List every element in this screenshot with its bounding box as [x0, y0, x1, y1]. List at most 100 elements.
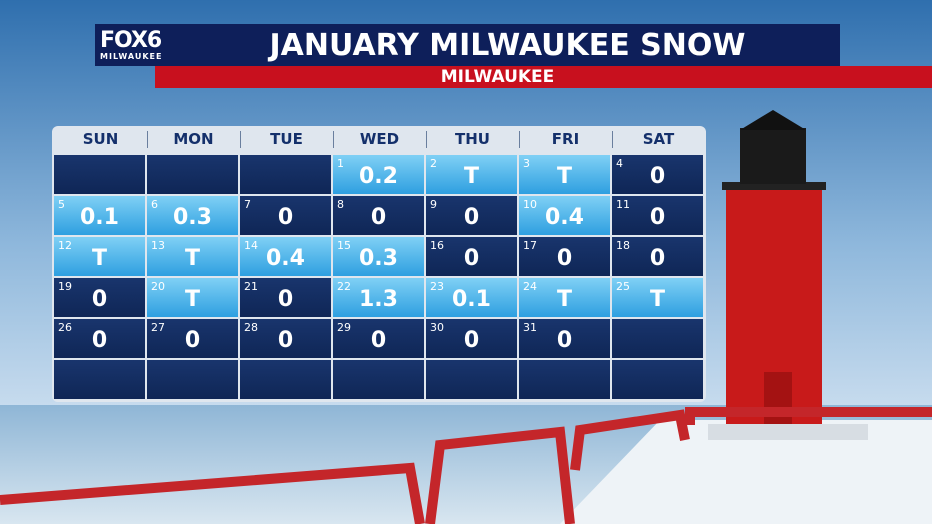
title: JANUARY MILWAUKEE SNOW: [269, 28, 746, 63]
snowfall-value: 0: [556, 245, 573, 271]
snowfall-value: T: [649, 286, 665, 312]
snowfall-value: 0: [370, 327, 387, 353]
day-cell: 17 0: [519, 237, 610, 276]
snowfall-value: 0: [370, 204, 387, 230]
header-separator: [612, 131, 613, 148]
railing-back: [570, 409, 690, 471]
day-number: 3: [523, 157, 530, 170]
snowfall-value: 0: [277, 204, 294, 230]
logo: FOX6: [100, 28, 162, 53]
day-number: 7: [244, 198, 251, 211]
snowfall-value: 1.3: [359, 286, 398, 312]
day-cell: [240, 360, 331, 399]
snowfall-value: 0: [277, 286, 294, 312]
day-number: 30: [430, 321, 444, 334]
day-cell: 14 0.4: [240, 237, 331, 276]
day-cell: 6 0.3: [147, 196, 238, 235]
day-cell: [426, 360, 517, 399]
snowfall-value: 0.4: [545, 204, 584, 230]
day-number: 28: [244, 321, 258, 334]
day-cell: 15 0.3: [333, 237, 424, 276]
snowfall-value: 0: [91, 286, 108, 312]
snowfall-value: T: [556, 163, 572, 189]
day-cell: 13 T: [147, 237, 238, 276]
day-number: 6: [151, 198, 158, 211]
lighthouse-gallery: [722, 182, 826, 190]
day-cell: 23 0.1: [426, 278, 517, 317]
day-cell: 21 0: [240, 278, 331, 317]
day-number: 29: [337, 321, 351, 334]
railing-front: [0, 462, 425, 524]
lighthouse-roof: [740, 110, 806, 130]
snowfall-value: 0.2: [359, 163, 398, 189]
snowfall-value: 0: [649, 163, 666, 189]
subtitle-bar: [155, 66, 932, 88]
day-cell: [54, 155, 145, 194]
header-separator: [426, 131, 427, 148]
day-header: FRI: [551, 130, 580, 148]
snowfall-value: T: [463, 163, 479, 189]
day-number: 27: [151, 321, 165, 334]
day-number: 17: [523, 239, 537, 252]
day-cell: 27 0: [147, 319, 238, 358]
snowfall-value: 0.1: [80, 204, 119, 230]
day-cell: [333, 360, 424, 399]
day-cell: 31 0: [519, 319, 610, 358]
day-number: 25: [616, 280, 630, 293]
day-number: 31: [523, 321, 537, 334]
day-header: MON: [173, 130, 214, 148]
header-separator: [147, 131, 148, 148]
day-cell: 26 0: [54, 319, 145, 358]
day-header: WED: [359, 130, 400, 148]
snowfall-value: 0: [649, 245, 666, 271]
day-number: 22: [337, 280, 351, 293]
day-header: TUE: [270, 130, 303, 148]
day-cell: 16 0: [426, 237, 517, 276]
railing: [0, 407, 932, 524]
snowfall-value: 0: [91, 327, 108, 353]
day-cell: [54, 360, 145, 399]
snowfall-value: 0: [463, 245, 480, 271]
day-number: 18: [616, 239, 630, 252]
day-number: 19: [58, 280, 72, 293]
day-number: 24: [523, 280, 537, 293]
day-number: 14: [244, 239, 258, 252]
day-cell: 22 1.3: [333, 278, 424, 317]
day-number: 4: [616, 157, 623, 170]
day-cell: 30 0: [426, 319, 517, 358]
day-cell: 19 0: [54, 278, 145, 317]
day-number: 21: [244, 280, 258, 293]
day-number: 11: [616, 198, 630, 211]
snowfall-value: T: [184, 245, 200, 271]
day-cell: 29 0: [333, 319, 424, 358]
railing-mid: [425, 426, 575, 524]
day-cell: 25 T: [612, 278, 703, 317]
lighthouse-lantern: [740, 128, 806, 184]
day-number: 5: [58, 198, 65, 211]
day-number: 26: [58, 321, 72, 334]
snowfall-value: T: [556, 286, 572, 312]
calendar: SUN MON TUE WED THU FRI SAT 1 0.2 2 T 3 T 4 0 5 0.1 6 0.3 7…: [52, 126, 706, 402]
day-number: 10: [523, 198, 537, 211]
day-cell: 20 T: [147, 278, 238, 317]
snowfall-value: 0: [463, 204, 480, 230]
snowfall-value: 0: [463, 327, 480, 353]
day-cell: [612, 360, 703, 399]
logo-sub: MILWAUKEE: [100, 52, 163, 61]
day-cell: 28 0: [240, 319, 331, 358]
snowfall-value: 0: [184, 327, 201, 353]
header-bar: [95, 24, 840, 66]
snowfall-value: 0.1: [452, 286, 491, 312]
railing-right: [685, 407, 932, 425]
snowfall-value: T: [184, 286, 200, 312]
day-number: 8: [337, 198, 344, 211]
day-number: 13: [151, 239, 165, 252]
day-number: 20: [151, 280, 165, 293]
day-cell: 18 0: [612, 237, 703, 276]
day-number: 9: [430, 198, 437, 211]
day-number: 23: [430, 280, 444, 293]
